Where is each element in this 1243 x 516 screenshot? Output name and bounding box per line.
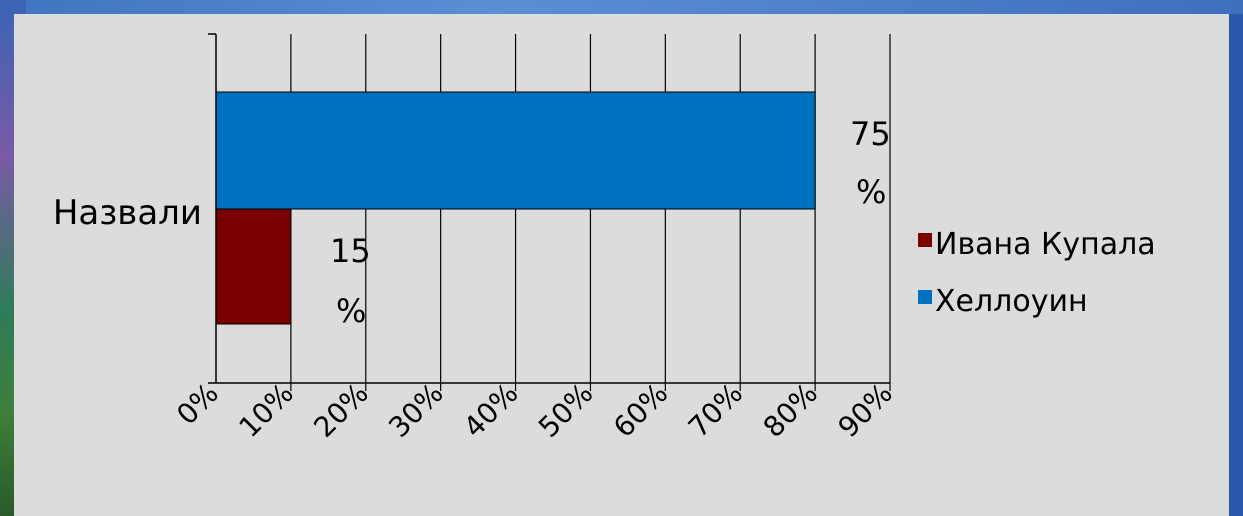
data-label-value: 15 <box>330 232 371 270</box>
x-tick-labels: 0% 10% 20% 30% 40% 50% 60% 70% 80% 90% <box>170 377 899 444</box>
bars <box>215 91 816 325</box>
x-tick-label: 50% <box>532 377 599 444</box>
legend-label-halloween: Хеллоуин <box>935 284 1088 319</box>
x-tick-label: 60% <box>607 377 674 444</box>
bar-ivana-kupala <box>215 208 292 325</box>
legend-swatch-ivana-kupala <box>918 233 932 247</box>
x-tick-label: 70% <box>682 377 749 444</box>
x-tick-label: 40% <box>457 377 524 444</box>
axes <box>208 33 890 384</box>
x-tick-label: 30% <box>382 377 449 444</box>
data-label-unit: % <box>856 173 886 211</box>
x-tick-label: 90% <box>832 377 899 444</box>
gridlines <box>290 34 891 391</box>
x-tick-label: 10% <box>232 377 299 444</box>
x-tick-label: 0% <box>170 377 225 432</box>
data-label-value: 75 <box>850 115 891 153</box>
category-label: Назвали <box>53 193 202 233</box>
legend: Ивана Купала Хеллоуин <box>918 227 1156 319</box>
background-top <box>0 0 1243 14</box>
x-tick-label: 20% <box>307 377 374 444</box>
bar-halloween <box>215 91 816 210</box>
data-label-unit: % <box>336 292 366 330</box>
legend-label-ivana-kupala: Ивана Купала <box>935 227 1156 262</box>
legend-swatch-halloween <box>918 290 932 304</box>
x-tick-label: 80% <box>757 377 824 444</box>
data-labels: 15% 75% <box>330 115 891 330</box>
